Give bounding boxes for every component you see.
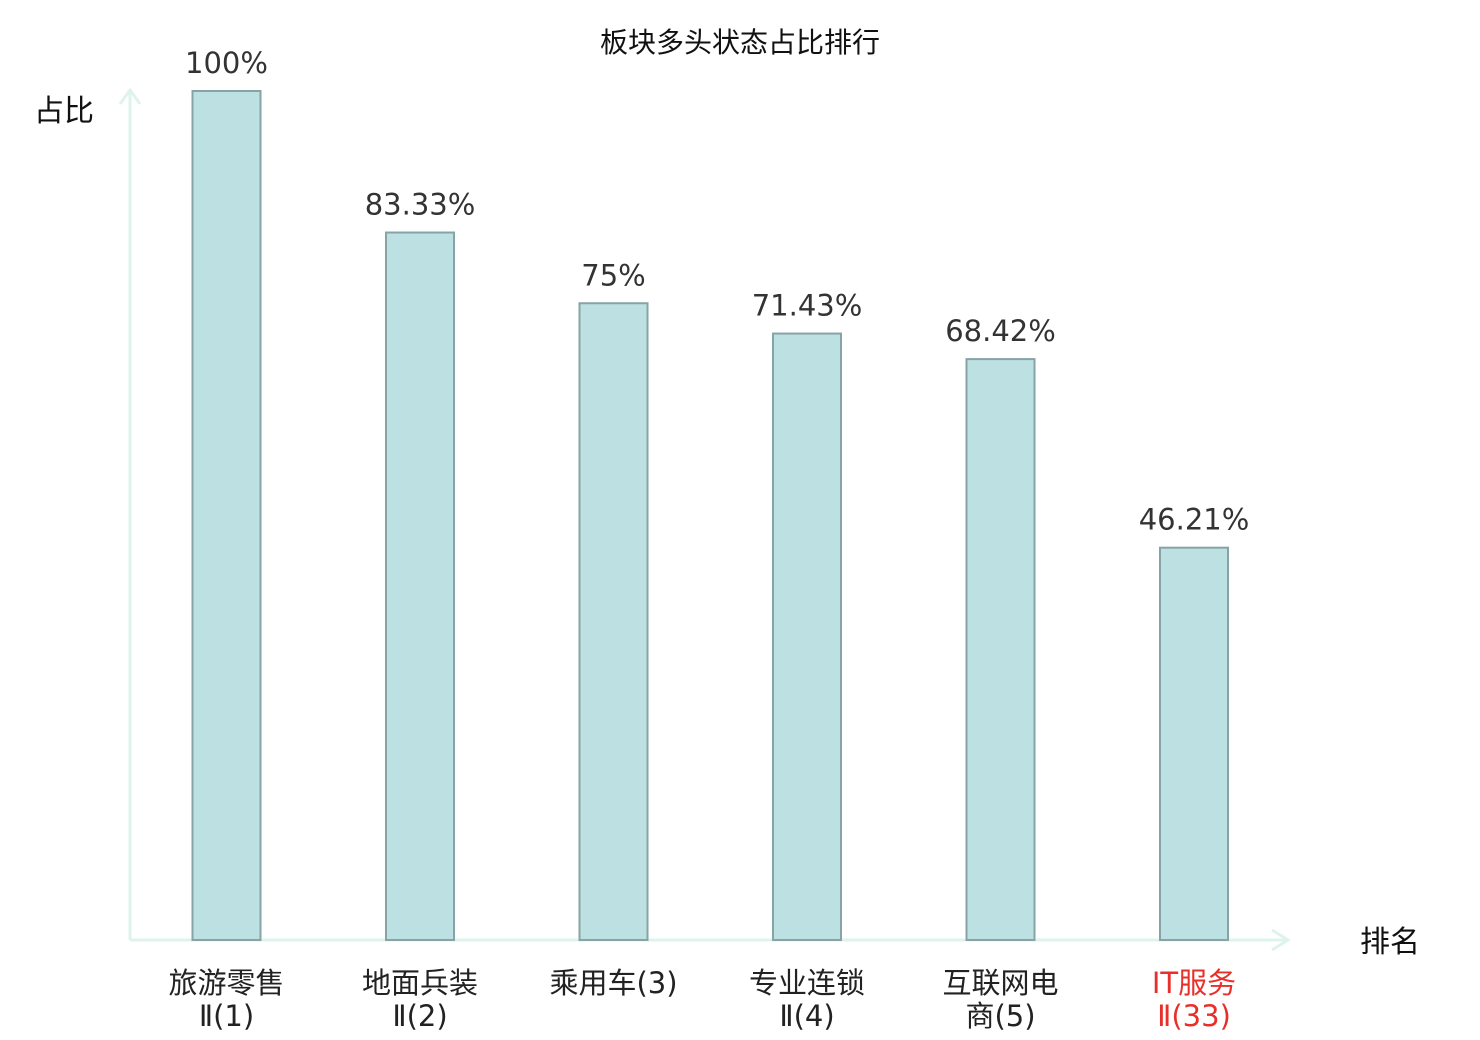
- category-label-6: IT服务 Ⅱ(33): [1152, 966, 1236, 1033]
- value-label-4: 71.43%: [752, 289, 863, 323]
- category-label-2-line-2: Ⅱ(2): [392, 999, 447, 1033]
- category-label-3-line-1: 乘用车(3): [549, 966, 677, 1000]
- category-labels-group: 旅游零售 Ⅱ(1) 地面兵装 Ⅱ(2) 乘用车(3) 专业连锁 Ⅱ(4) 互联网电商(5) IT…: [168, 966, 1236, 1033]
- bar-1: [191, 90, 262, 941]
- category-label-2: 地面兵装 Ⅱ(2): [362, 966, 478, 1033]
- value-label-3: 75%: [581, 258, 645, 292]
- category-label-4: 专业连锁 Ⅱ(4): [749, 966, 865, 1033]
- chart-title: 板块多头状态占比排行: [600, 26, 880, 59]
- x-axis-arrow: [1271, 928, 1291, 952]
- category-label-1: 旅游零售 Ⅱ(1): [168, 966, 284, 1033]
- bar-3: [578, 302, 649, 941]
- category-label-4-line-1: 专业连锁: [749, 966, 865, 1000]
- y-axis-arrow: [118, 87, 142, 105]
- y-axis-label: 占比: [34, 94, 94, 129]
- category-label-5: 互联网电商(5): [942, 966, 1058, 1033]
- category-label-6-line-1: IT服务: [1152, 966, 1236, 1000]
- category-label-2-line-1: 地面兵装: [362, 966, 478, 1000]
- bar-2: [385, 231, 455, 941]
- value-label-5: 68.42%: [945, 314, 1056, 348]
- x-axis: [130, 928, 1291, 952]
- y-axis: [118, 87, 142, 940]
- x-axis-label: 排名: [1360, 925, 1420, 960]
- category-label-1-line-2: Ⅱ(1): [199, 999, 254, 1033]
- category-label-1-line-1: 旅游零售: [168, 966, 284, 1000]
- value-labels-group: 100% 83.33% 75% 71.43% 68.42% 46.21%: [185, 46, 1249, 537]
- category-label-6-line-2: Ⅱ(33): [1157, 999, 1231, 1033]
- value-label-1: 100%: [185, 46, 268, 80]
- value-label-6: 46.21%: [1139, 503, 1250, 537]
- category-label-5-line-1: 互联网电: [942, 966, 1058, 1000]
- category-label-3: 乘用车(3): [549, 966, 677, 1000]
- bar-4: [772, 332, 842, 941]
- bar-5: [965, 358, 1036, 941]
- bar-6: [1159, 546, 1229, 942]
- category-label-5-line-2: 商(5): [965, 999, 1035, 1033]
- value-label-2: 83.33%: [365, 188, 476, 222]
- bars-group: [191, 90, 1229, 942]
- category-label-4-line-2: Ⅱ(4): [779, 999, 834, 1033]
